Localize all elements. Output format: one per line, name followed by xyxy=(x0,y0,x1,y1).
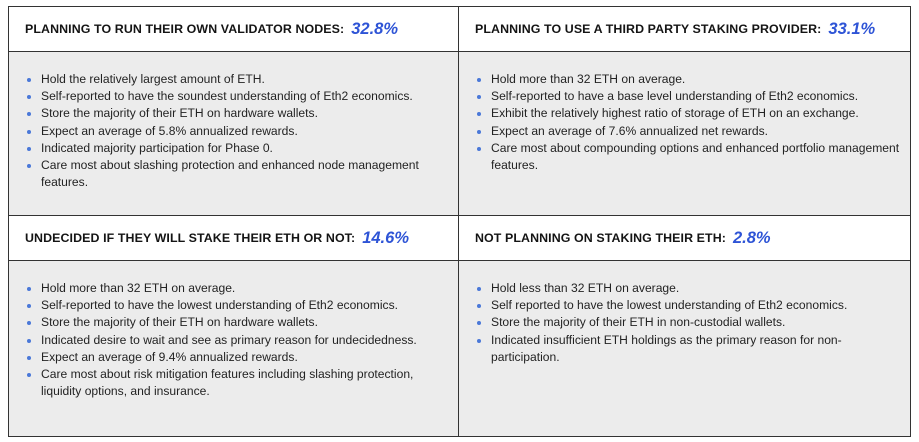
list-item-text: Store the majority of their ETH in non-c… xyxy=(491,315,786,330)
list-item: Expect an average of 9.4% annualized rew… xyxy=(27,349,448,366)
bullet-dot-icon xyxy=(477,78,481,82)
bullet-dot-icon xyxy=(27,164,31,169)
bullet-list: Hold more than 32 ETH on average. Self-re… xyxy=(27,280,448,400)
list-item-text: Care most about slashing protection and … xyxy=(41,158,419,190)
panel-percent: 33.1% xyxy=(828,19,876,38)
list-item: Store the majority of their ETH on hardw… xyxy=(27,314,448,331)
list-item-text: Expect an average of 5.8% annualized rew… xyxy=(41,123,298,138)
list-item-text: Hold more than 32 ETH on average. xyxy=(41,281,236,295)
panel-header: UNDECIDED IF THEY WILL STAKE THEIR ETH O… xyxy=(9,216,458,261)
panel-percent: 14.6% xyxy=(362,228,409,247)
list-item-text: Self-reported to have a base level under… xyxy=(491,89,859,104)
list-item: Hold the relatively largest amount of ET… xyxy=(27,71,448,88)
list-item: Indicated insufficient ETH holdings as t… xyxy=(477,332,900,366)
panel-not-staking: NOT PLANNING ON STAKING THEIR ETH: 2.8% … xyxy=(459,216,910,436)
bullet-list: Hold less than 32 ETH on average. Self re… xyxy=(477,280,900,366)
list-item-text: Store the majority of their ETH on hardw… xyxy=(41,106,318,121)
list-item: Hold less than 32 ETH on average. xyxy=(477,280,900,297)
bullet-dot-icon xyxy=(27,304,31,309)
list-item-text: Self reported to have the lowest underst… xyxy=(491,298,848,313)
list-item: Self reported to have the lowest underst… xyxy=(477,297,900,314)
bullet-dot-icon xyxy=(27,321,31,326)
panel-title: UNDECIDED IF THEY WILL STAKE THEIR ETH O… xyxy=(25,231,356,245)
panel-title: PLANNING TO RUN THEIR OWN VALIDATOR NODE… xyxy=(25,22,345,36)
bullet-dot-icon xyxy=(27,373,31,378)
bullet-dot-icon xyxy=(27,146,31,151)
list-item-text: Self-reported to have the soundest under… xyxy=(41,89,413,104)
panel-header: NOT PLANNING ON STAKING THEIR ETH: 2.8% xyxy=(459,216,910,261)
panel-body: Hold the relatively largest amount of ET… xyxy=(9,52,458,215)
bullet-list: Hold more than 32 ETH on average. Self-re… xyxy=(477,71,900,174)
bullet-dot-icon xyxy=(477,338,481,343)
list-item-text: Indicated majority participation for Pha… xyxy=(41,140,273,155)
bullet-dot-icon xyxy=(477,304,481,309)
list-item-text: Self-reported to have the lowest underst… xyxy=(41,298,398,313)
bullet-dot-icon xyxy=(477,146,481,151)
list-item: Care most about risk mitigation features… xyxy=(27,366,448,400)
bullet-dot-icon xyxy=(477,287,481,291)
panel-body: Hold more than 32 ETH on average. Self-re… xyxy=(9,261,458,436)
list-item: Store the majority of their ETH in non-c… xyxy=(477,314,900,331)
list-item: Hold more than 32 ETH on average. xyxy=(27,280,448,297)
bullet-list: Hold the relatively largest amount of ET… xyxy=(27,71,448,191)
panel-own-validators: PLANNING TO RUN THEIR OWN VALIDATOR NODE… xyxy=(9,7,459,216)
list-item-text: Care most about risk mitigation features… xyxy=(41,367,414,399)
panel-header: PLANNING TO USE A THIRD PARTY STAKING PR… xyxy=(459,7,910,52)
list-item-text: Hold the relatively largest amount of ET… xyxy=(41,72,265,86)
list-item: Self-reported to have the soundest under… xyxy=(27,88,448,105)
bullet-dot-icon xyxy=(27,95,31,100)
bullet-dot-icon xyxy=(27,287,31,291)
list-item: Hold more than 32 ETH on average. xyxy=(477,71,900,88)
bullet-dot-icon xyxy=(27,112,31,117)
list-item-text: Hold less than 32 ETH on average. xyxy=(491,281,680,295)
panel-title: PLANNING TO USE A THIRD PARTY STAKING PR… xyxy=(475,22,822,36)
bullet-dot-icon xyxy=(477,129,481,134)
list-item-text: Store the majority of their ETH on hardw… xyxy=(41,315,318,330)
list-item-text: Indicated desire to wait and see as prim… xyxy=(41,332,417,347)
list-item: Indicated majority participation for Pha… xyxy=(27,140,448,157)
panel-third-party-provider: PLANNING TO USE A THIRD PARTY STAKING PR… xyxy=(459,7,910,216)
bullet-dot-icon xyxy=(27,338,31,343)
panel-header: PLANNING TO RUN THEIR OWN VALIDATOR NODE… xyxy=(9,7,458,52)
panel-body: Hold more than 32 ETH on average. Self-re… xyxy=(459,52,910,215)
list-item: Store the majority of their ETH on hardw… xyxy=(27,105,448,122)
bullet-dot-icon xyxy=(27,355,31,360)
list-item: Care most about compounding options and … xyxy=(477,140,900,174)
list-item: Expect an average of 7.6% annualized net… xyxy=(477,123,900,140)
bullet-dot-icon xyxy=(477,95,481,100)
staking-segments-grid: PLANNING TO RUN THEIR OWN VALIDATOR NODE… xyxy=(8,6,911,437)
list-item: Expect an average of 5.8% annualized rew… xyxy=(27,123,448,140)
list-item-text: Care most about compounding options and … xyxy=(491,140,900,173)
panel-percent: 32.8% xyxy=(351,19,399,38)
bullet-dot-icon xyxy=(27,78,31,82)
list-item: Indicated desire to wait and see as prim… xyxy=(27,332,448,349)
list-item-text: Indicated insufficient ETH holdings as t… xyxy=(491,332,842,364)
panel-body: Hold less than 32 ETH on average. Self re… xyxy=(459,261,910,436)
panel-title: NOT PLANNING ON STAKING THEIR ETH: xyxy=(475,231,726,245)
list-item: Self-reported to have a base level under… xyxy=(477,88,900,105)
list-item-text: Exhibit the relatively highest ratio of … xyxy=(491,106,859,121)
list-item-text: Expect an average of 7.6% annualized net… xyxy=(491,123,768,138)
panel-percent: 2.8% xyxy=(732,228,771,247)
list-item: Exhibit the relatively highest ratio of … xyxy=(477,105,900,122)
list-item-text: Hold more than 32 ETH on average. xyxy=(491,72,686,86)
bullet-dot-icon xyxy=(27,129,31,134)
list-item: Self-reported to have the lowest underst… xyxy=(27,297,448,314)
list-item: Care most about slashing protection and … xyxy=(27,157,448,191)
panel-undecided: UNDECIDED IF THEY WILL STAKE THEIR ETH O… xyxy=(9,216,459,436)
bullet-dot-icon xyxy=(477,112,481,117)
bullet-dot-icon xyxy=(477,321,481,326)
list-item-text: Expect an average of 9.4% annualized rew… xyxy=(41,349,298,364)
